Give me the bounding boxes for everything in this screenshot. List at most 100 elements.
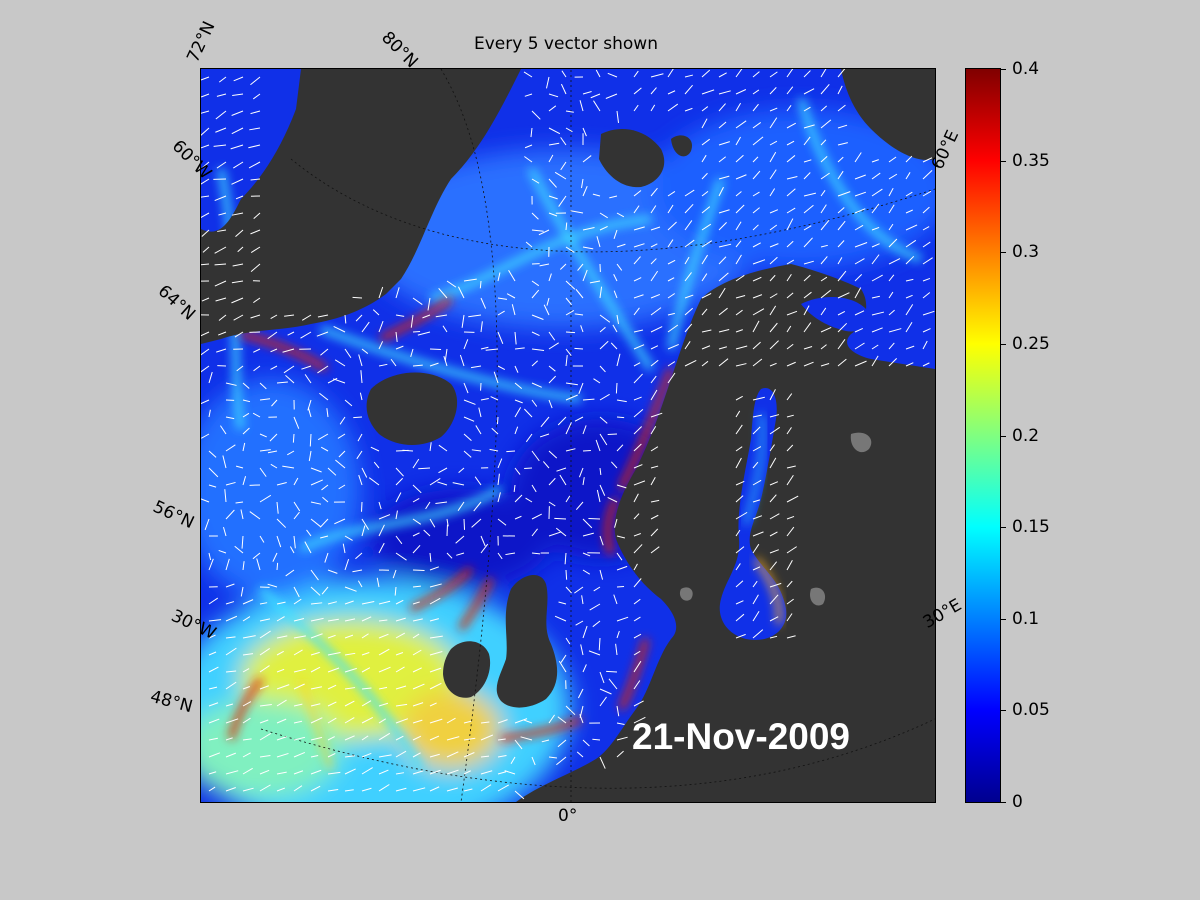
current-vector bbox=[310, 717, 323, 724]
current-vector bbox=[241, 535, 244, 549]
current-vector bbox=[284, 314, 295, 317]
current-vector bbox=[633, 598, 641, 605]
current-vector bbox=[595, 439, 601, 452]
current-vector bbox=[752, 426, 761, 435]
current-vector bbox=[684, 203, 694, 214]
current-vector bbox=[361, 652, 370, 656]
current-vector bbox=[922, 190, 932, 197]
current-vector bbox=[854, 208, 866, 214]
current-vector bbox=[905, 321, 913, 333]
current-vector bbox=[352, 569, 363, 573]
current-vector bbox=[233, 314, 244, 321]
current-vector bbox=[378, 686, 388, 690]
current-vector bbox=[786, 474, 794, 486]
current-vector bbox=[803, 204, 814, 214]
current-vector bbox=[548, 127, 561, 135]
current-vector bbox=[344, 618, 356, 622]
current-vector bbox=[444, 348, 448, 361]
current-vector bbox=[633, 329, 644, 333]
current-vector bbox=[820, 156, 828, 163]
current-vector bbox=[225, 444, 236, 452]
current-vector bbox=[378, 784, 390, 792]
current-vector bbox=[558, 195, 567, 207]
current-vector bbox=[579, 714, 584, 724]
current-vector bbox=[769, 635, 778, 639]
current-vector bbox=[480, 734, 494, 741]
current-vector bbox=[269, 433, 278, 442]
current-vector bbox=[735, 295, 746, 299]
current-vector bbox=[235, 465, 244, 469]
current-vector bbox=[735, 546, 745, 554]
current-vector bbox=[310, 651, 320, 656]
current-vector bbox=[565, 355, 568, 367]
current-vector bbox=[803, 106, 811, 112]
current-vector bbox=[344, 768, 356, 775]
current-vector bbox=[718, 209, 730, 214]
current-vector bbox=[667, 239, 674, 248]
current-vector bbox=[402, 449, 414, 452]
current-vector bbox=[496, 416, 499, 425]
current-vector bbox=[213, 144, 227, 147]
current-vector bbox=[429, 618, 439, 622]
current-vector bbox=[565, 382, 578, 386]
current-vector bbox=[310, 736, 323, 741]
current-vector bbox=[322, 496, 329, 503]
greenland-land bbox=[201, 69, 521, 344]
current-vector bbox=[548, 450, 558, 459]
current-vector bbox=[429, 702, 437, 707]
current-vector bbox=[514, 365, 519, 373]
current-vector bbox=[871, 344, 879, 350]
current-vector bbox=[735, 395, 743, 401]
current-vector bbox=[610, 461, 618, 469]
current-vector bbox=[497, 458, 503, 469]
current-vector bbox=[497, 719, 508, 724]
current-vector bbox=[633, 480, 646, 486]
current-vector bbox=[582, 552, 591, 557]
current-vector bbox=[242, 668, 250, 673]
current-vector bbox=[201, 399, 210, 405]
colorbar-tick-label: 0.1 bbox=[1012, 608, 1040, 629]
map-title: Every 5 vector shown bbox=[474, 34, 658, 54]
current-vector bbox=[531, 399, 538, 407]
current-vector bbox=[321, 484, 329, 491]
current-vector bbox=[650, 87, 657, 95]
current-vector bbox=[735, 457, 742, 469]
current-vector bbox=[259, 494, 272, 503]
current-vector bbox=[344, 717, 355, 724]
current-vector bbox=[667, 361, 676, 367]
current-vector bbox=[667, 372, 676, 384]
current-vector bbox=[548, 154, 554, 163]
current-vector bbox=[429, 735, 440, 741]
current-vector bbox=[854, 224, 864, 231]
current-vector bbox=[225, 752, 236, 758]
current-vector bbox=[242, 412, 250, 418]
current-vector bbox=[361, 667, 371, 673]
current-vector bbox=[803, 322, 812, 333]
current-vector bbox=[769, 582, 782, 588]
current-vector bbox=[327, 667, 340, 673]
current-vector bbox=[361, 467, 368, 478]
current-vector bbox=[752, 611, 760, 622]
current-vector bbox=[548, 93, 559, 98]
current-vector bbox=[837, 142, 848, 146]
current-vector bbox=[306, 529, 312, 537]
lon-label-0: 0° bbox=[558, 806, 578, 826]
current-vector bbox=[225, 703, 234, 707]
current-vector bbox=[320, 348, 329, 356]
current-vector bbox=[701, 172, 708, 180]
current-vector bbox=[650, 499, 660, 503]
current-vector bbox=[242, 561, 245, 571]
current-vector bbox=[565, 637, 571, 645]
current-vector bbox=[218, 549, 227, 554]
current-vector bbox=[735, 480, 745, 486]
current-vector bbox=[589, 280, 601, 284]
current-vector bbox=[524, 93, 533, 97]
current-vector bbox=[565, 280, 576, 290]
current-vector bbox=[650, 270, 659, 282]
current-vector bbox=[735, 254, 742, 265]
current-vector bbox=[514, 399, 523, 404]
current-vector bbox=[344, 399, 353, 407]
current-vector bbox=[633, 362, 641, 367]
current-vector bbox=[293, 586, 300, 598]
current-vector bbox=[208, 702, 219, 707]
